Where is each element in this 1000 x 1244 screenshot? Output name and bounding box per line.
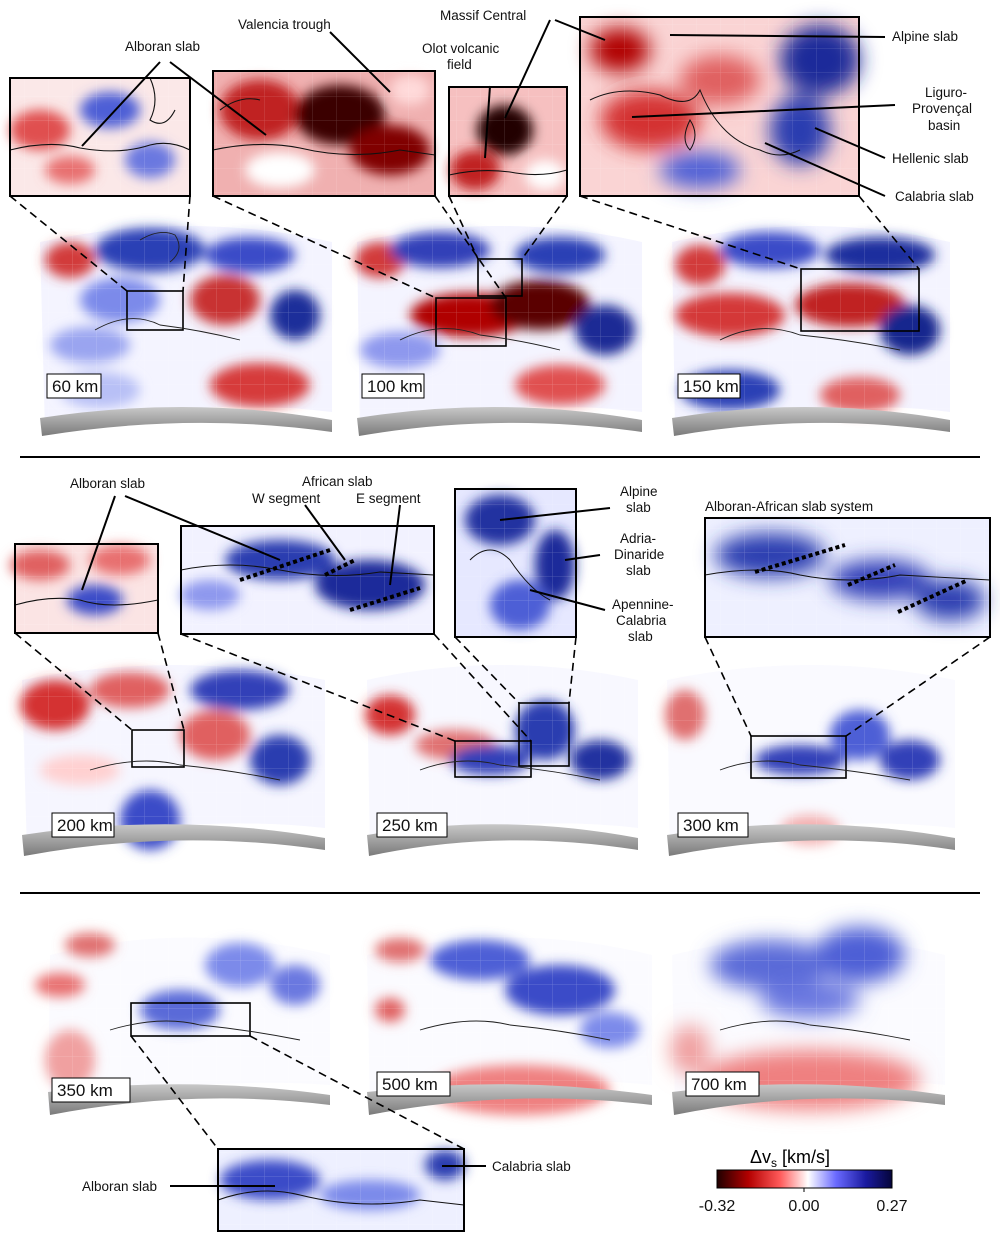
inset-alboran-200 [10,543,159,634]
depth-label-100: 100 km [367,377,423,396]
map-60km: 60 km [40,220,332,436]
colorbar-tick-max: 0.27 [876,1198,907,1215]
row1-annotations [81,19,896,197]
anno-adria-2: Dinaride [614,547,664,562]
anno-liguro-3: basin [928,118,960,133]
inset-valencia-100 [212,70,436,197]
inset-massif-100 [448,86,568,197]
colorbar: Δvs [km/s] -0.32 0.00 0.27 [699,1147,908,1215]
anno-w-segment: W segment [252,491,321,506]
row3-annotations [170,1165,486,1187]
anno-alpine-2: slab [626,500,651,515]
anno-apennine-1: Apennine- [612,597,674,612]
inset-liguro-150 [579,16,860,197]
inset-alboran-african-300 [704,517,991,638]
anno-liguro-1: Liguro- [925,85,967,100]
anno-apennine-3: slab [628,629,653,644]
map-500km: 500 km [367,930,652,1115]
depth-label-300: 300 km [683,816,739,835]
map-150km: 150 km [672,220,950,436]
depth-label-350: 350 km [57,1081,113,1100]
map-250km: 250 km [365,660,638,856]
anno-liguro-2: Provençal [912,101,972,116]
anno-african-slab: African slab [302,474,373,489]
row2-annotations [81,495,611,611]
row2-connectors [14,632,991,742]
row1-connectors [9,195,920,299]
depth-label-700: 700 km [691,1075,747,1094]
anno-olot-2: field [447,57,472,72]
anno-alboran-slab-200: Alboran slab [70,476,145,491]
inset-alpine-250 [454,488,577,638]
colorbar-tick-min: -0.32 [699,1198,736,1215]
anno-calabria-slab-150: Calabria slab [895,189,974,204]
anno-valencia-trough: Valencia trough [238,17,331,32]
map-200km: 200 km [20,660,325,856]
depth-label-150: 150 km [683,377,739,396]
map-300km: 300 km [665,660,955,856]
map-100km: 100 km [355,220,642,436]
depth-label-60: 60 km [52,377,98,396]
anno-massif-central: Massif Central [440,8,526,23]
anno-hellenic-slab: Hellenic slab [892,151,969,166]
anno-alboran-african-system: Alboran-African slab system [705,499,873,514]
anno-calabria-slab-350: Calabria slab [492,1159,571,1174]
anno-adria-1: Adria- [620,531,656,546]
map-350km: 350 km [35,930,330,1115]
anno-alboran-slab-350: Alboran slab [82,1179,157,1194]
anno-e-segment: E segment [356,491,421,506]
colorbar-tick-mid: 0.00 [788,1198,819,1215]
anno-alboran-slab-60: Alboran slab [125,39,200,54]
depth-label-500: 500 km [382,1075,438,1094]
map-700km: 700 km [670,927,945,1115]
colorbar-label: Δvs [km/s] [750,1147,830,1170]
anno-alpine-slab-150: Alpine slab [892,29,958,44]
anno-adria-3: slab [626,563,651,578]
anno-olot-1: Olot volcanic [422,41,500,56]
inset-alboran-350 [217,1148,465,1232]
anno-alpine-1: Alpine [620,484,658,499]
anno-apennine-2: Calabria [616,613,667,628]
row3-connectors [130,1035,465,1150]
depth-label-250: 250 km [382,816,438,835]
depth-label-200: 200 km [57,816,113,835]
inset-alboran-60 [9,77,191,197]
